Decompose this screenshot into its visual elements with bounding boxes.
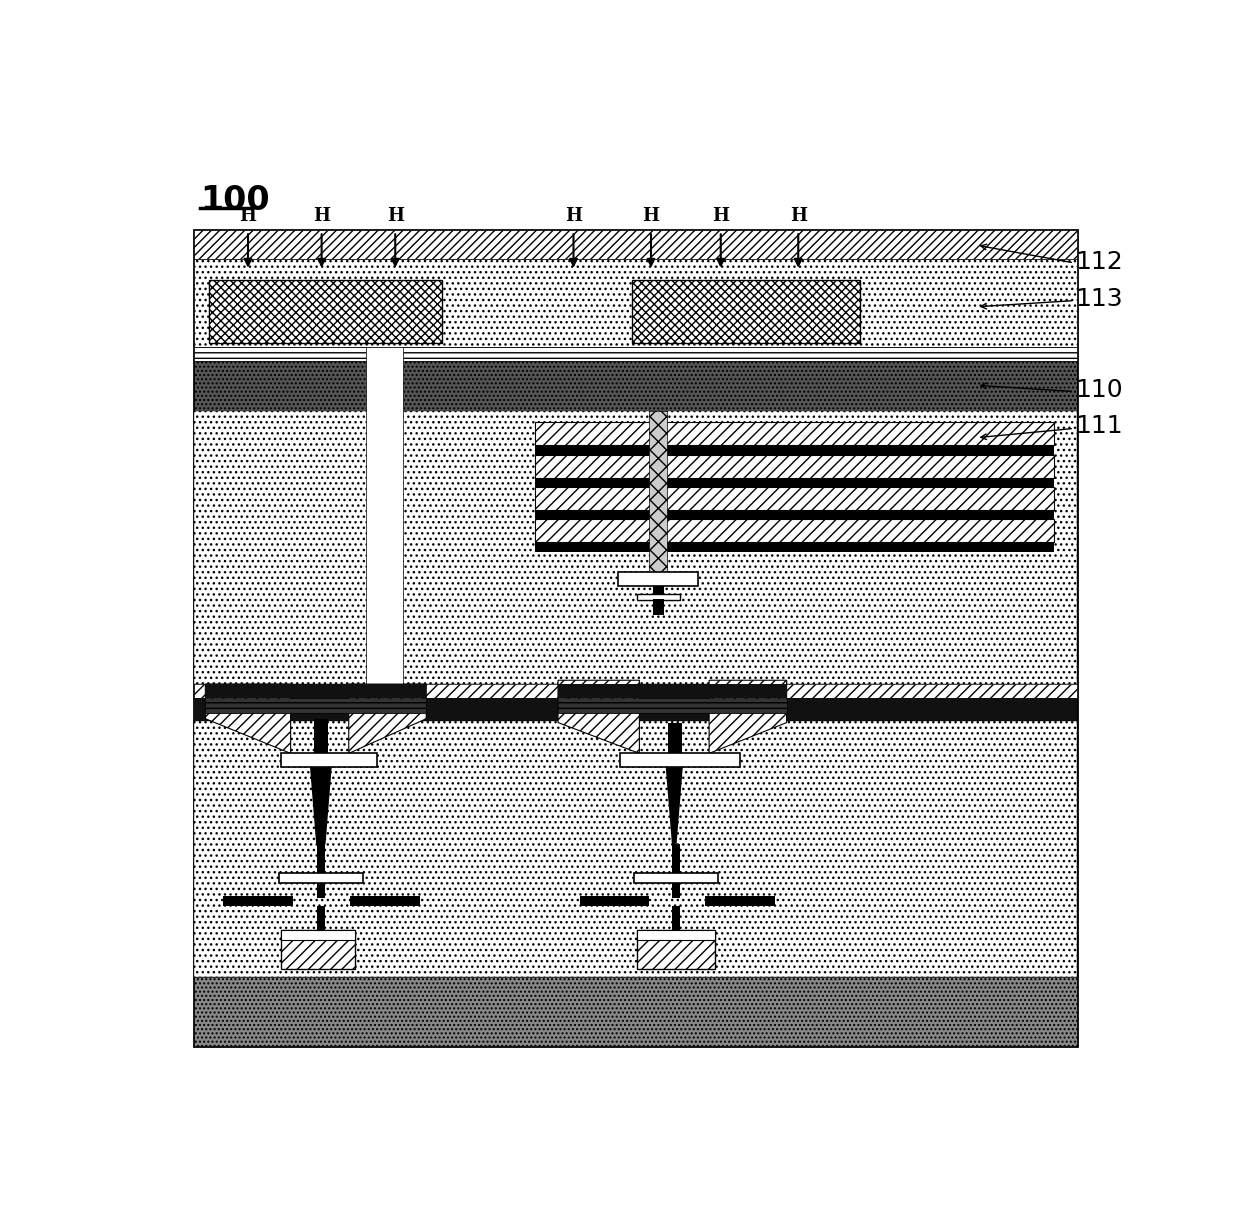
Bar bbox=[317, 883, 325, 898]
Bar bbox=[637, 594, 680, 600]
Bar bbox=[653, 585, 665, 594]
Bar bbox=[672, 883, 680, 898]
Bar bbox=[534, 445, 1054, 455]
Bar bbox=[193, 347, 1078, 360]
Bar bbox=[534, 510, 1054, 520]
Text: 113: 113 bbox=[1076, 287, 1123, 311]
Bar bbox=[281, 931, 355, 968]
Bar bbox=[672, 844, 680, 873]
Text: 110: 110 bbox=[1076, 378, 1123, 401]
Bar bbox=[534, 543, 1054, 551]
Bar bbox=[637, 931, 714, 939]
Text: H: H bbox=[642, 207, 660, 225]
Bar bbox=[279, 873, 362, 883]
Text: 112: 112 bbox=[1076, 250, 1123, 274]
Text: H: H bbox=[314, 207, 330, 225]
Bar bbox=[193, 230, 1078, 1046]
Polygon shape bbox=[206, 684, 290, 753]
Bar bbox=[580, 896, 650, 906]
Bar bbox=[314, 718, 327, 753]
Text: 111: 111 bbox=[1076, 415, 1123, 438]
Text: H: H bbox=[387, 207, 404, 225]
Polygon shape bbox=[709, 681, 786, 753]
Text: H: H bbox=[712, 207, 729, 225]
Bar bbox=[223, 896, 293, 906]
Polygon shape bbox=[348, 684, 427, 753]
Bar bbox=[193, 698, 1078, 721]
Bar bbox=[193, 360, 1078, 411]
Bar bbox=[620, 753, 740, 768]
Bar bbox=[206, 698, 427, 713]
Bar bbox=[668, 723, 682, 753]
Polygon shape bbox=[666, 768, 683, 844]
Bar bbox=[558, 698, 786, 713]
Bar bbox=[281, 753, 377, 768]
Text: 100: 100 bbox=[200, 184, 269, 218]
Bar bbox=[558, 684, 786, 698]
Bar bbox=[193, 684, 1078, 698]
Bar bbox=[193, 411, 1078, 684]
Bar bbox=[193, 721, 1078, 977]
Bar bbox=[619, 572, 697, 585]
Bar bbox=[193, 259, 1078, 347]
Bar bbox=[634, 873, 718, 883]
Text: H: H bbox=[239, 207, 257, 225]
Polygon shape bbox=[558, 681, 640, 753]
Bar bbox=[366, 347, 403, 684]
Bar bbox=[206, 684, 427, 698]
Bar bbox=[351, 896, 420, 906]
Bar bbox=[193, 230, 1078, 259]
Text: H: H bbox=[790, 207, 807, 225]
Bar bbox=[631, 279, 861, 343]
Bar bbox=[281, 931, 355, 939]
Bar bbox=[650, 411, 667, 577]
Bar bbox=[534, 478, 1054, 487]
Bar bbox=[210, 279, 441, 343]
Bar bbox=[317, 906, 325, 931]
Bar bbox=[534, 422, 1054, 445]
Bar bbox=[193, 977, 1078, 1046]
Bar bbox=[653, 600, 665, 615]
Bar bbox=[534, 455, 1054, 478]
Bar bbox=[317, 844, 325, 873]
Bar bbox=[534, 487, 1054, 510]
Bar bbox=[637, 931, 714, 968]
Text: H: H bbox=[565, 207, 582, 225]
Bar bbox=[706, 896, 775, 906]
Polygon shape bbox=[310, 768, 332, 844]
Bar bbox=[534, 520, 1054, 543]
Bar bbox=[672, 906, 680, 931]
